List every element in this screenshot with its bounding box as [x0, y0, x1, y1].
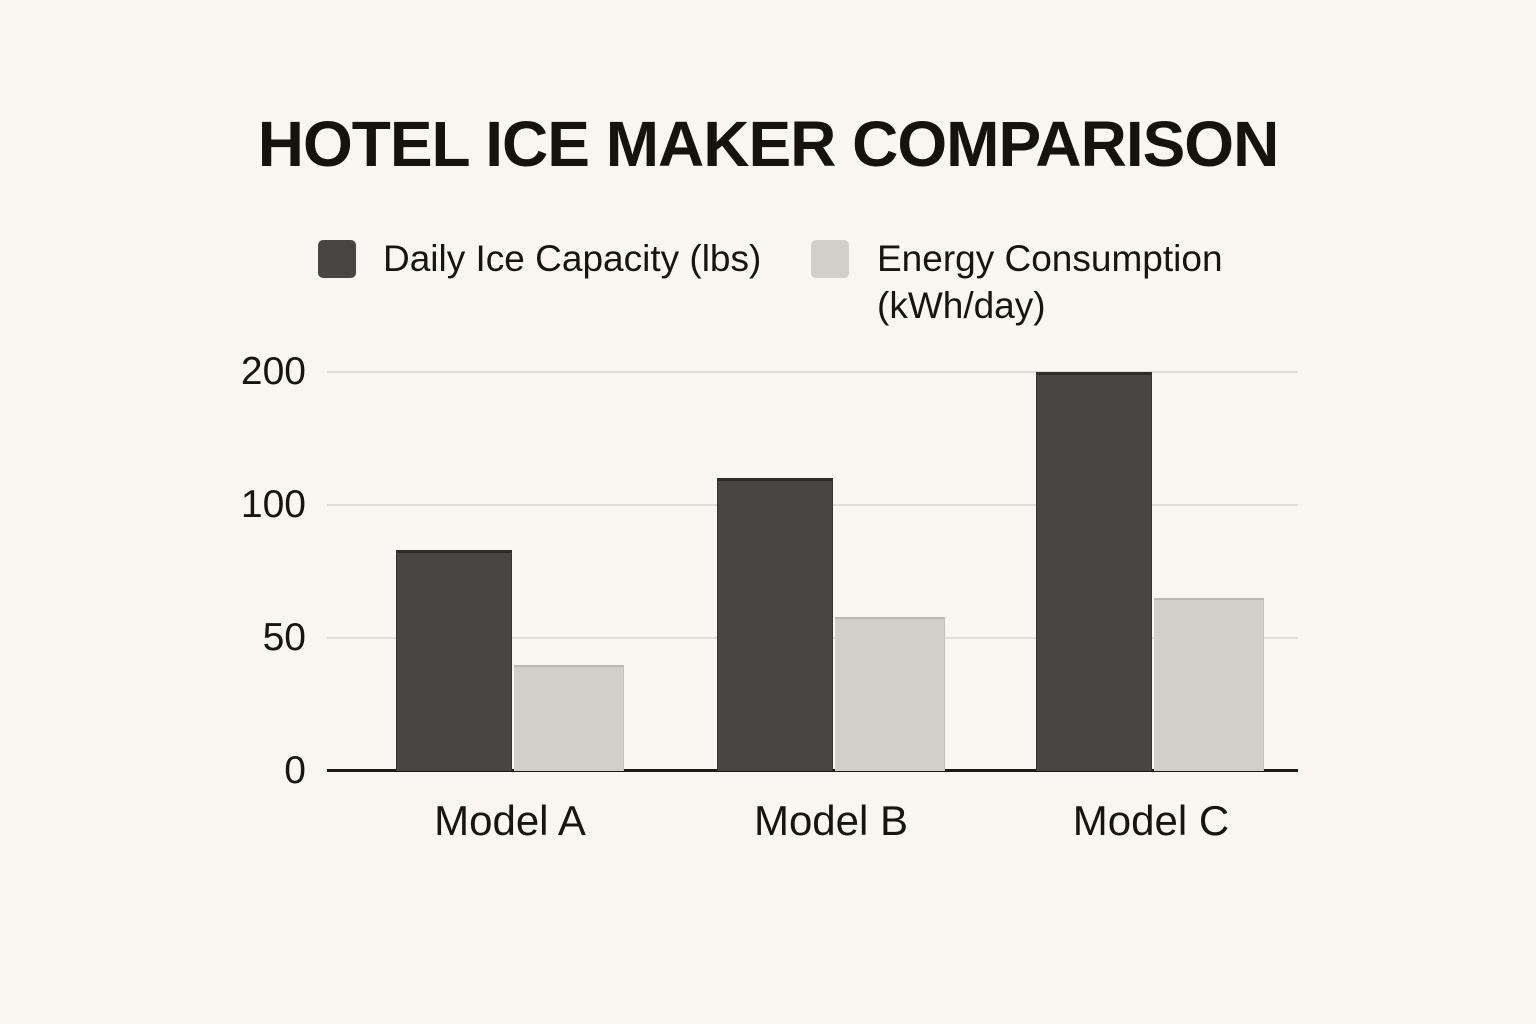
bar-energy-consumption-model-c [1154, 598, 1264, 771]
bar-energy-consumption-model-a [514, 664, 624, 771]
gridline-200 [327, 371, 1298, 373]
x-axis-label-model-c: Model C [1072, 797, 1230, 844]
y-tick-label-100: 100 [240, 483, 306, 526]
y-tick-label-200: 200 [240, 350, 306, 393]
x-axis-label-model-a: Model A [434, 797, 586, 844]
chart-title: HOTEL ICE MAKER COMPARISON [257, 108, 1280, 180]
legend-swatch-energy-icon [811, 240, 849, 278]
legend-swatch-capacity-icon [318, 240, 356, 278]
bar-energy-consumption-model-b [835, 616, 945, 771]
bar-daily-ice-capacity-model-c [1036, 372, 1152, 771]
x-axis-label-model-b: Model B [753, 797, 909, 844]
y-tick-label-0: 0 [284, 749, 306, 792]
bar-daily-ice-capacity-model-b [717, 478, 833, 771]
y-tick-label-50: 50 [262, 616, 306, 659]
bar-daily-ice-capacity-model-a [396, 550, 512, 771]
legend-label-capacity: Daily Ice Capacity (lbs) [383, 238, 762, 279]
legend-label-energy: Energy Consumption (kWh/day) [877, 238, 1223, 326]
